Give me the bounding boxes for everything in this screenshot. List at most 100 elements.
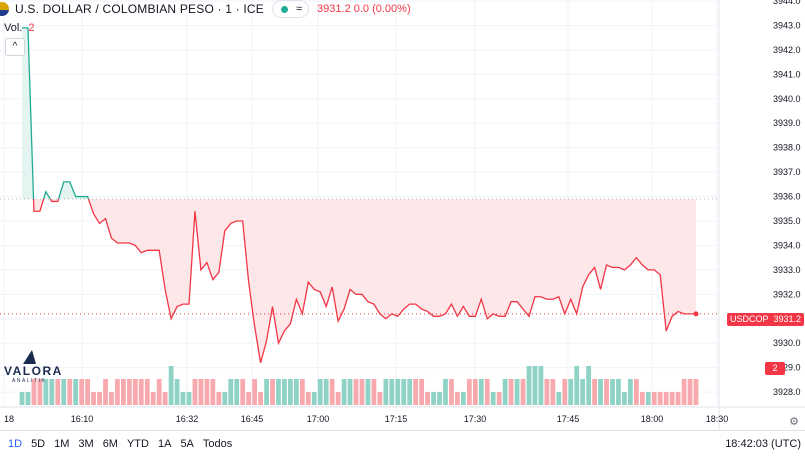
volume-bar	[658, 392, 663, 405]
x-tick-label: 18:30	[706, 414, 729, 424]
price-line-down	[22, 28, 696, 363]
volume-bar	[497, 392, 502, 405]
volume-bar	[240, 379, 245, 405]
volume-bar	[372, 379, 377, 405]
volume-bar	[527, 366, 532, 405]
volume-bar	[187, 392, 192, 405]
logo-subtitle: ANALITIK	[12, 378, 46, 384]
volume-bar	[503, 379, 508, 405]
volume-bar	[407, 379, 412, 405]
symbol-title[interactable]: U.S. DOLLAR / COLOMBIAN PESO · 1 · ICE	[15, 2, 264, 16]
y-tick-label: 3936.0	[773, 192, 801, 202]
volume-bar	[419, 379, 424, 405]
volume-bar	[151, 392, 156, 405]
range-button-1d[interactable]: 1D	[8, 438, 22, 450]
volume-bar	[473, 379, 478, 405]
volume-bar	[640, 392, 645, 405]
volume-bar	[312, 392, 317, 405]
volume-bar	[115, 379, 120, 405]
range-button-ytd[interactable]: YTD	[127, 438, 149, 450]
volume-bar	[91, 392, 96, 405]
volume-bar	[491, 392, 496, 405]
volume-bar	[598, 379, 603, 405]
volume-bar	[449, 379, 454, 405]
clock-readout[interactable]: 18:42:03 (UTC)	[725, 438, 801, 450]
volume-bar	[431, 392, 436, 405]
volume-bar	[437, 392, 442, 405]
volume-bar	[103, 379, 108, 405]
range-button-5a[interactable]: 5A	[180, 438, 193, 450]
price-line-up	[22, 28, 696, 363]
bottom-toolbar: 1D 5D 1M 3M 6M YTD 1A 5A Todos 18:42:03 (UTC)	[0, 430, 805, 461]
volume-bar	[467, 379, 472, 405]
area-below-baseline	[22, 28, 696, 363]
volume-bar	[294, 379, 299, 405]
y-tick-label: 3928.0	[773, 387, 801, 397]
collapse-legend-button[interactable]: ^	[5, 38, 25, 56]
volume-bar	[682, 379, 687, 405]
volume-bar	[109, 392, 114, 405]
volume-bar	[264, 379, 269, 405]
x-tick-label: 17:15	[385, 414, 408, 424]
chevron-up-icon: ^	[13, 41, 18, 52]
volume-bar	[461, 392, 466, 405]
y-tick-label: 3941.0	[773, 69, 801, 79]
y-tick-label: 3933.0	[773, 265, 801, 275]
volume-bar	[252, 379, 257, 405]
gear-icon[interactable]: ⚙	[789, 415, 799, 428]
valora-logo: VALORA ANALITIK	[4, 350, 64, 384]
volume-bar	[401, 379, 406, 405]
volume-bar	[455, 392, 460, 405]
x-tick-label: 17:30	[464, 414, 487, 424]
volume-bar	[193, 379, 198, 405]
volume-bar	[580, 379, 585, 405]
y-tick-label: 3942.0	[773, 45, 801, 55]
range-button-todos[interactable]: Todos	[203, 438, 232, 450]
volume-bar	[515, 379, 520, 405]
volume-bar	[556, 392, 561, 405]
y-tick-label: 3939.0	[773, 118, 801, 128]
volume-bar	[664, 392, 669, 405]
y-tick-label: 3935.0	[773, 216, 801, 226]
price-tag-symbol: USDCOP	[730, 314, 769, 324]
price-change-readout: 3931.2 0.0 (0.00%)	[317, 3, 411, 15]
volume-bar	[288, 379, 293, 405]
volume-bar	[622, 392, 627, 405]
volume-bar	[210, 379, 215, 405]
volume-bar	[222, 392, 227, 405]
y-tick-label: 3944.0	[773, 0, 801, 6]
volume-bar	[366, 379, 371, 405]
y-tick-label: 3934.0	[773, 240, 801, 250]
volume-bar	[425, 392, 430, 405]
chart-header: U.S. DOLLAR / COLOMBIAN PESO · 1 · ICE ≈…	[0, 0, 411, 18]
market-status-pill[interactable]: ≈	[272, 0, 309, 18]
volume-bar	[169, 366, 174, 405]
volume-bar	[377, 392, 382, 405]
volume-value: 2	[28, 22, 34, 34]
volume-bar	[175, 379, 180, 405]
volume-bar	[443, 379, 448, 405]
volume-bar	[67, 379, 72, 405]
x-tick-label: 16:32	[176, 414, 199, 424]
volume-bar	[604, 379, 609, 405]
x-tick-label: 17:00	[307, 414, 330, 424]
range-button-6m[interactable]: 6M	[103, 438, 118, 450]
volume-bar	[521, 379, 526, 405]
volume-bar	[616, 379, 621, 405]
volume-bar	[20, 392, 25, 405]
x-tick-label: 18	[4, 414, 14, 424]
area-above-baseline	[22, 28, 696, 363]
price-chart[interactable]: 3928.03929.03930.03931.03932.03933.03934…	[0, 0, 805, 430]
volume-label: Vol.	[4, 22, 22, 34]
market-open-dot-icon	[281, 6, 288, 13]
volume-bar	[694, 379, 699, 405]
volume-tag: 2	[765, 362, 785, 375]
range-button-3m[interactable]: 3M	[78, 438, 93, 450]
volume-legend[interactable]: Vol. 2	[4, 22, 34, 34]
range-button-1m[interactable]: 1M	[54, 438, 69, 450]
range-button-1a[interactable]: 1A	[158, 438, 171, 450]
volume-bar	[318, 379, 323, 405]
volume-bar	[199, 379, 204, 405]
range-button-5d[interactable]: 5D	[31, 438, 45, 450]
volume-bar	[413, 379, 418, 405]
